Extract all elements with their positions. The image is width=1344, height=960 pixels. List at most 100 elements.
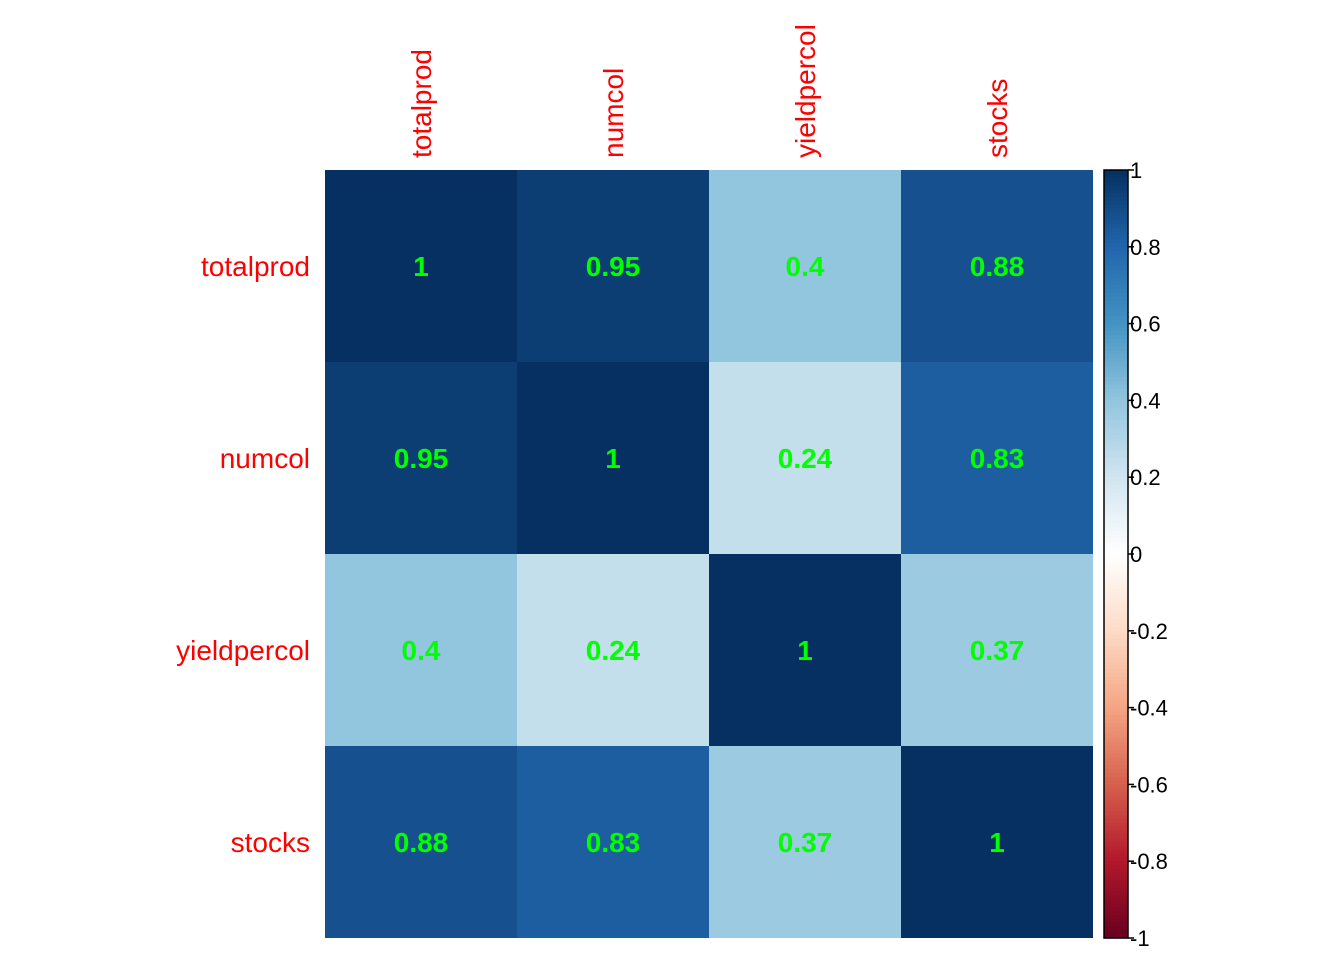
colorbar-segment bbox=[1104, 803, 1128, 809]
colorbar-segment bbox=[1104, 742, 1128, 747]
colorbar-segment bbox=[1104, 711, 1128, 716]
cell-value-label: 0.37 bbox=[778, 827, 833, 858]
colorbar-segment bbox=[1104, 661, 1128, 666]
heatmap-cell bbox=[325, 170, 517, 362]
colorbar-segment bbox=[1104, 177, 1128, 183]
colorbar-segment bbox=[1104, 899, 1128, 905]
cell-value-label: 0.24 bbox=[778, 443, 833, 474]
colorbar-segment bbox=[1104, 511, 1128, 517]
colorbar-segment bbox=[1104, 680, 1128, 686]
colorbar-segment bbox=[1104, 811, 1128, 816]
colorbar-segment bbox=[1104, 461, 1128, 467]
colorbar-segment bbox=[1104, 588, 1128, 593]
colorbar-segment bbox=[1104, 815, 1128, 820]
colorbar-segment bbox=[1104, 362, 1128, 367]
colorbar-segment bbox=[1104, 404, 1128, 409]
colorbar-segment bbox=[1104, 926, 1128, 931]
heatmap-cell bbox=[709, 362, 901, 554]
heatmap-cell bbox=[517, 554, 709, 746]
colorbar-segment bbox=[1104, 354, 1128, 359]
colorbar-segment bbox=[1104, 530, 1128, 536]
cell-value-label: 0.37 bbox=[970, 635, 1025, 666]
colorbar-segment bbox=[1104, 676, 1128, 682]
colorbar-segment bbox=[1104, 254, 1128, 259]
colorbar-segment bbox=[1104, 876, 1128, 881]
colorbar-segment bbox=[1104, 423, 1128, 428]
cell-value-label: 1 bbox=[797, 635, 813, 666]
colorbar-tick-label: 0.6 bbox=[1130, 312, 1161, 337]
colorbar-segment bbox=[1104, 504, 1128, 509]
colorbar-segment bbox=[1104, 861, 1128, 866]
colorbar-segment bbox=[1104, 842, 1128, 847]
colorbar-segment bbox=[1104, 872, 1128, 878]
colorbar-tick-label: -0.8 bbox=[1130, 849, 1168, 874]
colorbar-segment bbox=[1104, 769, 1128, 774]
colorbar-segment bbox=[1104, 784, 1128, 789]
colorbar-segment bbox=[1104, 918, 1128, 924]
colorbar-segment bbox=[1104, 653, 1128, 659]
colorbar-segment bbox=[1104, 204, 1128, 209]
cell-value-label: 0.4 bbox=[786, 251, 825, 282]
colorbar-segment bbox=[1104, 818, 1128, 824]
colorbar-segment bbox=[1104, 719, 1128, 724]
colorbar-segment bbox=[1104, 761, 1128, 766]
colorbar-segment bbox=[1104, 903, 1128, 908]
colorbar-segment bbox=[1104, 458, 1128, 463]
colorbar-segment bbox=[1104, 757, 1128, 762]
colorbar-segment bbox=[1104, 258, 1128, 263]
colorbar-segment bbox=[1104, 580, 1128, 586]
colorbar-segment bbox=[1104, 914, 1128, 920]
colorbar-segment bbox=[1104, 726, 1128, 732]
cell-value-label: 0.95 bbox=[586, 251, 641, 282]
colorbar-segment bbox=[1104, 323, 1128, 329]
colorbar-segment bbox=[1104, 830, 1128, 835]
colorbar-segment bbox=[1104, 554, 1128, 559]
colorbar-segment bbox=[1104, 722, 1128, 728]
heatmap-cell bbox=[517, 362, 709, 554]
colorbar-segment bbox=[1104, 200, 1128, 206]
colorbar-segment bbox=[1104, 603, 1128, 609]
colorbar-segment bbox=[1104, 331, 1128, 336]
colorbar-segment bbox=[1104, 212, 1128, 217]
colorbar-segment bbox=[1104, 853, 1128, 858]
colorbar-segment bbox=[1104, 615, 1128, 620]
colorbar-segment bbox=[1104, 630, 1128, 636]
colorbar-segment bbox=[1104, 650, 1128, 655]
colorbar-segment bbox=[1104, 396, 1128, 401]
colorbar-segment bbox=[1104, 335, 1128, 340]
colorbar-segment bbox=[1104, 481, 1128, 486]
cell-value-label: 0.24 bbox=[586, 635, 641, 666]
colorbar-segment bbox=[1104, 388, 1128, 394]
colorbar-segment bbox=[1104, 392, 1128, 398]
heatmap-cell bbox=[325, 554, 517, 746]
colorbar-segment bbox=[1104, 746, 1128, 751]
colorbar-tick-label: 1 bbox=[1130, 158, 1142, 183]
colorbar-segment bbox=[1104, 550, 1128, 555]
colorbar-segment bbox=[1104, 911, 1128, 916]
heatmap-cell bbox=[901, 170, 1093, 362]
colorbar-segment bbox=[1104, 400, 1128, 405]
colorbar-segment bbox=[1104, 408, 1128, 413]
colorbar-segment bbox=[1104, 699, 1128, 705]
row-label: numcol bbox=[220, 443, 310, 474]
colorbar-segment bbox=[1104, 285, 1128, 290]
colorbar-segment bbox=[1104, 546, 1128, 551]
colorbar-segment bbox=[1104, 538, 1128, 544]
colorbar-tick-label: -0.2 bbox=[1130, 619, 1168, 644]
colorbar-segment bbox=[1104, 838, 1128, 843]
colorbar-segment bbox=[1104, 730, 1128, 736]
column-label: totalprod bbox=[406, 49, 437, 158]
colorbar-segment bbox=[1104, 450, 1128, 455]
colorbar-segment bbox=[1104, 772, 1128, 778]
column-label: stocks bbox=[982, 79, 1013, 158]
colorbar-segment bbox=[1104, 688, 1128, 693]
colorbar-tick-label: -0.6 bbox=[1130, 772, 1168, 797]
colorbar-segment bbox=[1104, 292, 1128, 298]
colorbar-segment bbox=[1104, 219, 1128, 225]
colorbar-segment bbox=[1104, 327, 1128, 332]
row-label: stocks bbox=[231, 827, 310, 858]
colorbar-segment bbox=[1104, 469, 1128, 474]
colorbar-segment bbox=[1104, 223, 1128, 229]
colorbar-segment bbox=[1104, 484, 1128, 490]
row-label: yieldpercol bbox=[176, 635, 310, 666]
